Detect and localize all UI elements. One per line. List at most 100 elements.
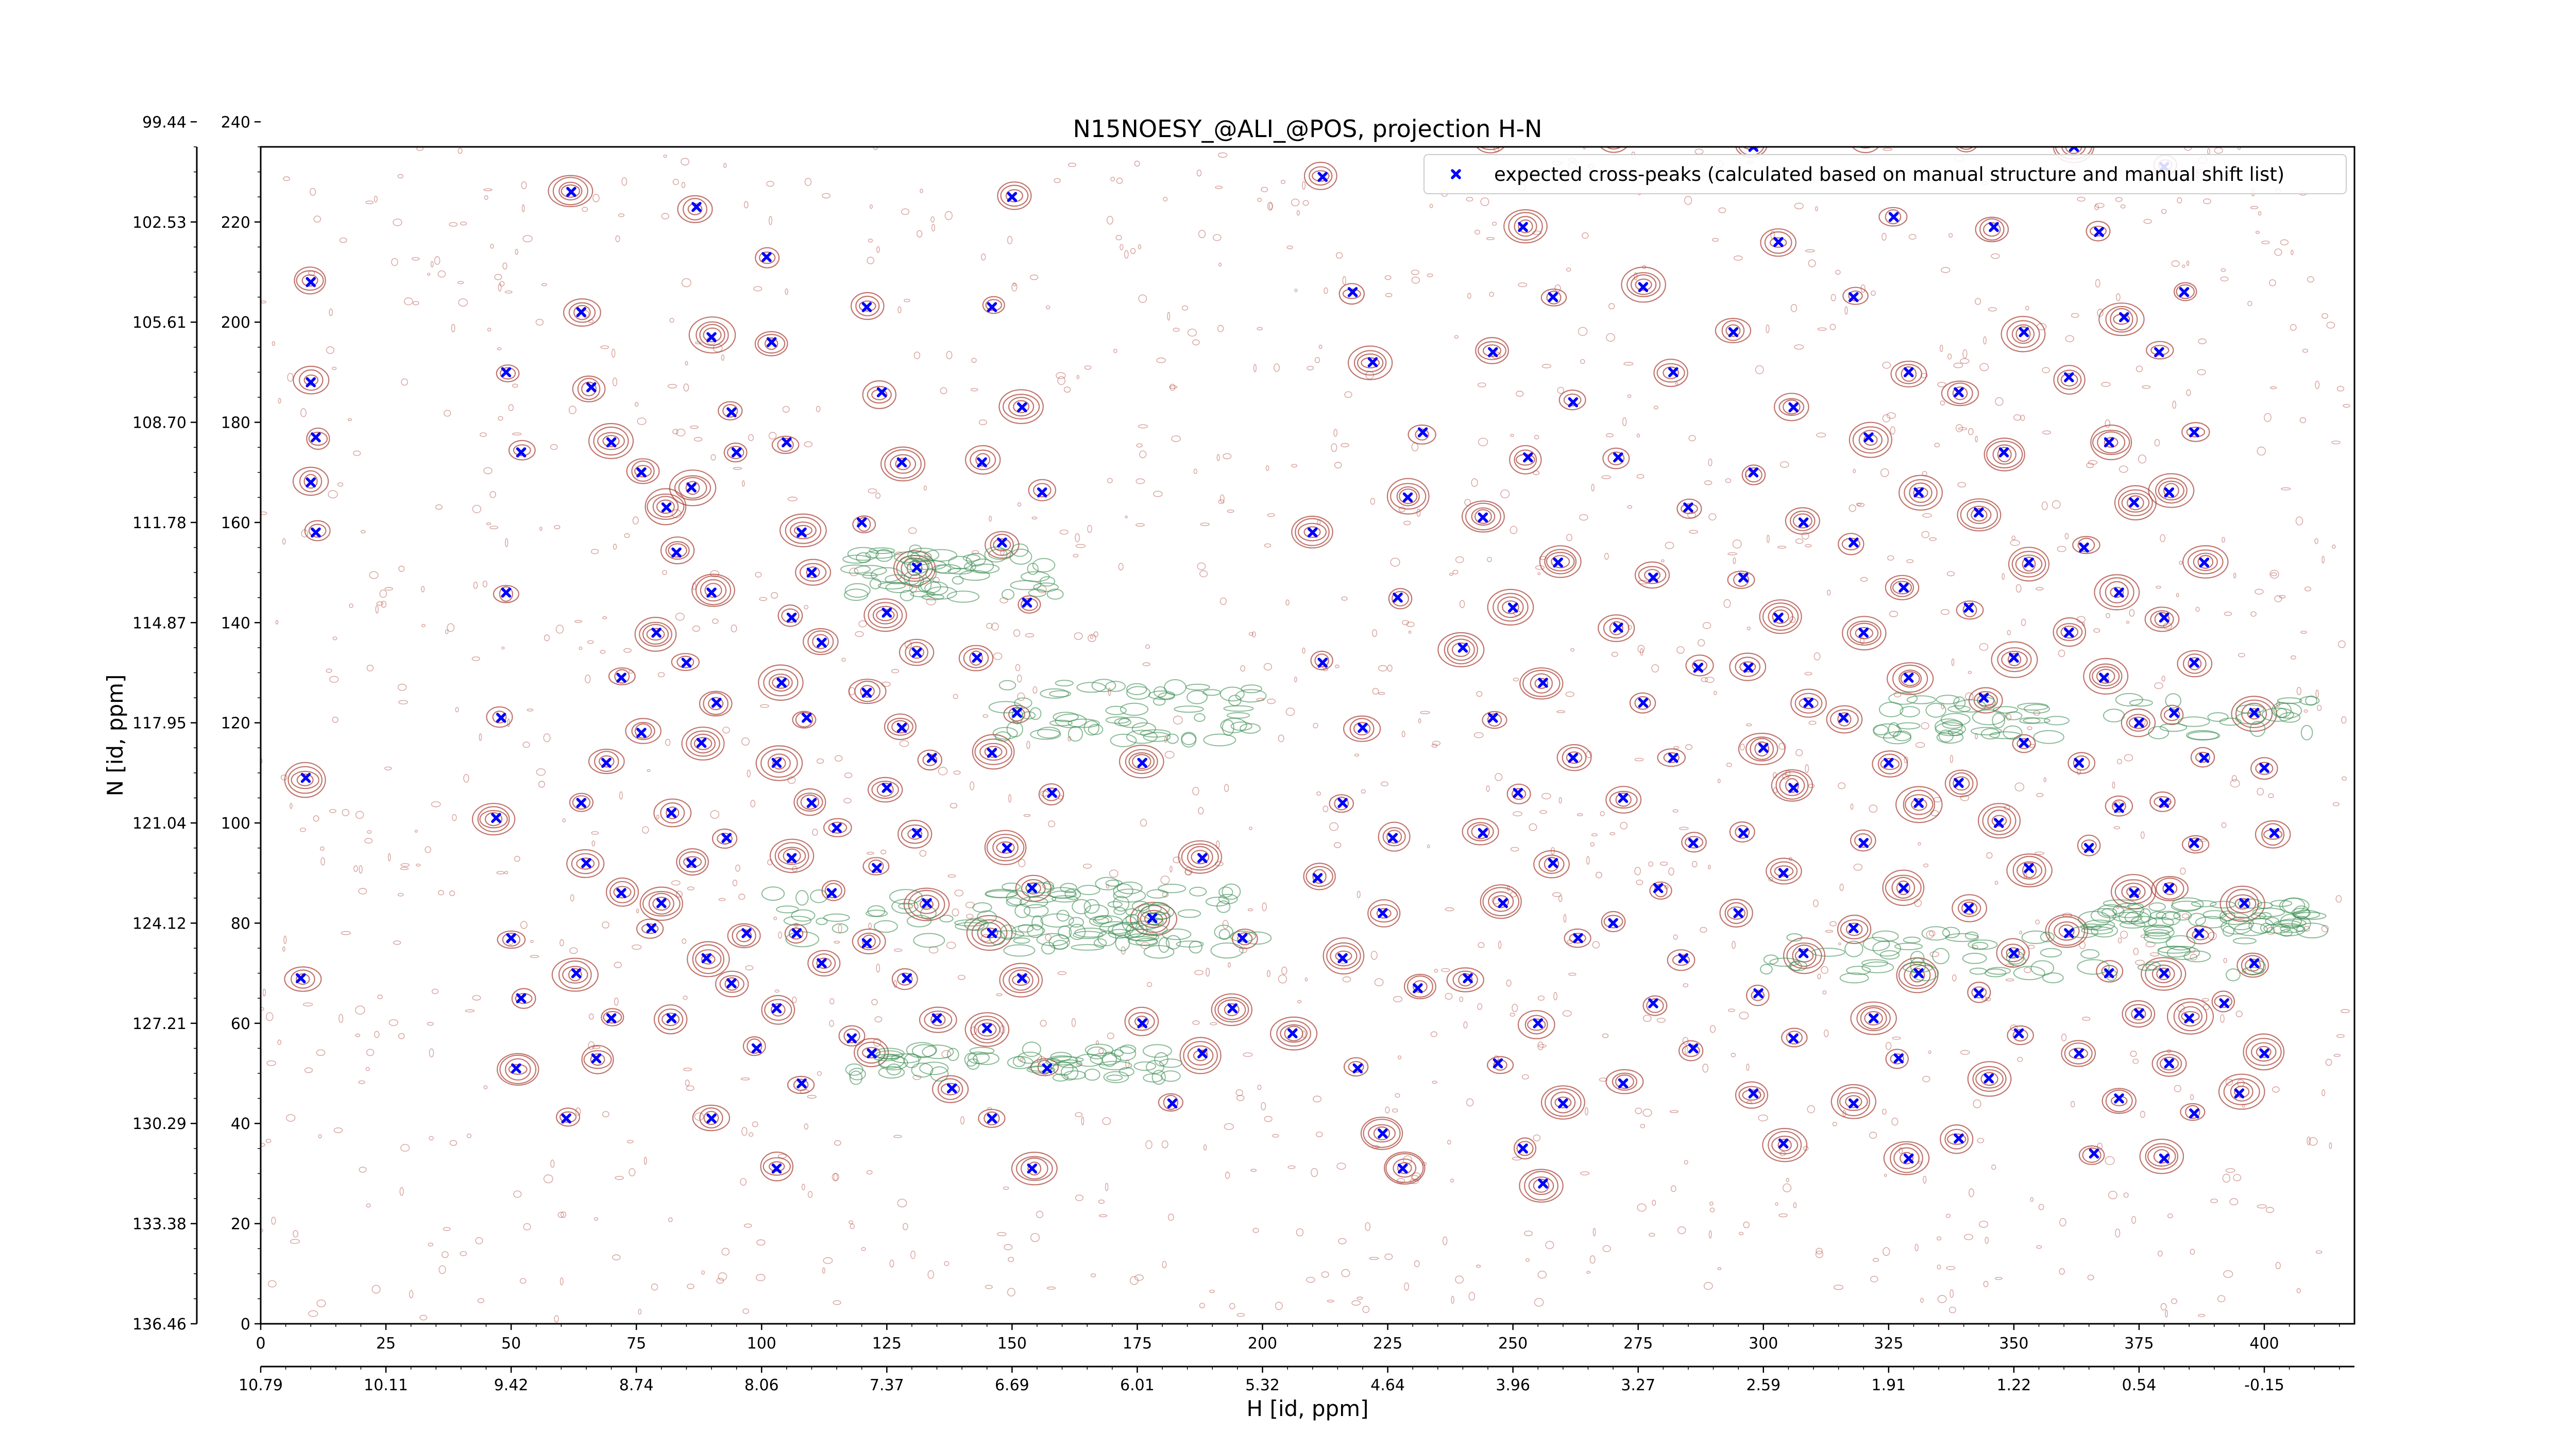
cross-peak-marker [2159,798,2170,808]
noise-contour [2036,1245,2042,1249]
peak-contour [1533,1178,1550,1193]
noise-contour [2222,536,2225,543]
negative-contour [2145,961,2161,971]
cross-peak-marker [1993,818,2004,828]
noise-contour [2002,573,2005,580]
negative-contour [2148,902,2166,912]
negative-contour [2232,937,2257,945]
cross-peak-marker [741,928,752,938]
negative-contour [1146,889,1168,899]
noise-contour [889,1259,894,1268]
negative-contour [816,917,828,925]
cross-peak-marker [1788,783,1799,793]
noise-contour [1478,437,1488,446]
noise-contour [656,814,659,820]
peak-contour [1370,904,1398,923]
noise-contour [1411,276,1420,284]
noise-contour [1883,147,1893,151]
peak-contour [1733,572,1750,587]
cross-peak-marker [2134,717,2144,728]
noise-contour [1011,282,1018,292]
cross-peak-marker [861,938,872,949]
noise-contour [834,940,840,944]
noise-contour [2223,1270,2233,1278]
negative-contour [1177,909,1201,918]
cross-peak-marker [2064,928,2074,938]
noise-contour [953,694,958,699]
noise-contour [1853,468,1856,474]
negative-contour [2148,726,2170,739]
noise-contour [2116,759,2122,765]
cross-peak-marker [1858,838,1869,848]
noise-contour [2156,585,2161,589]
secondary-x-tick-label: 1.91 [1871,1376,1906,1394]
peak-contour [1310,650,1333,670]
noise-contour [1777,546,1787,549]
noise-contour [1533,1134,1541,1141]
peak-contour [1904,479,1938,507]
negative-contour [1099,921,1132,935]
peak-contour [1882,869,1925,906]
noise-contour [2257,446,2266,456]
noise-contour [1110,177,1115,181]
negative-contour [2305,695,2317,706]
cross-peak-marker [1197,1048,1208,1058]
x-tick-label: 125 [872,1335,902,1353]
peak-contour [1957,899,1981,917]
noise-contour [946,350,953,360]
noise-contour [855,631,864,637]
peak-contour [1630,274,1657,295]
noise-contour [388,1019,398,1026]
noise-contour [1020,1057,1024,1062]
cross-peak-marker [1197,853,1208,863]
peak-contour [2122,1000,2156,1028]
peak-contour [2008,547,2050,582]
noise-contour [2052,500,2061,509]
negative-contour [2173,911,2192,921]
noise-contour [823,1257,833,1264]
cross-peak-marker [2164,487,2175,498]
noise-contour [562,818,566,823]
noise-contour [530,940,534,943]
cross-peak-marker [2199,557,2210,568]
cross-peak-marker [666,807,676,818]
peak-contour [2163,483,2179,498]
peak-contour [2150,610,2174,629]
noise-contour [1923,863,1929,868]
noise-contour [1510,433,1514,437]
peak-contour [1451,642,1470,658]
noise-contour [587,640,594,644]
peak-contour [1727,906,1746,920]
peak-contour [2145,960,2182,988]
noise-contour [2326,322,2335,329]
noise-contour [1187,328,1197,337]
noise-contour [1565,692,1574,697]
negative-contour [2250,912,2266,920]
noise-contour [804,605,809,610]
peak-contour [294,266,326,295]
noise-contour [508,404,514,411]
peak-contour [715,970,749,998]
noise-contour [690,425,699,429]
noise-contour [375,605,379,614]
cross-peak-marker [1487,713,1498,723]
noise-contour [427,273,431,276]
noise-contour [2336,1034,2345,1038]
noise-contour [1342,976,1351,983]
noise-contour [1116,177,1123,184]
secondary-y-tick-label: 133.38 [132,1216,187,1234]
peak-contour [2077,834,2101,856]
noise-contour [1702,622,1711,629]
negative-contour [1025,882,1055,894]
noise-contour [557,1211,564,1218]
peak-contour [800,794,820,810]
noise-contour [1378,665,1387,672]
noise-contour [1217,152,1228,158]
peak-contour [768,673,793,692]
peak-contour [2223,1078,2260,1105]
noise-contour [1173,715,1183,725]
negative-contour [1063,1070,1087,1080]
noise-contour [1701,677,1708,682]
cross-peak-marker [576,798,586,808]
peak-contour [497,930,526,949]
